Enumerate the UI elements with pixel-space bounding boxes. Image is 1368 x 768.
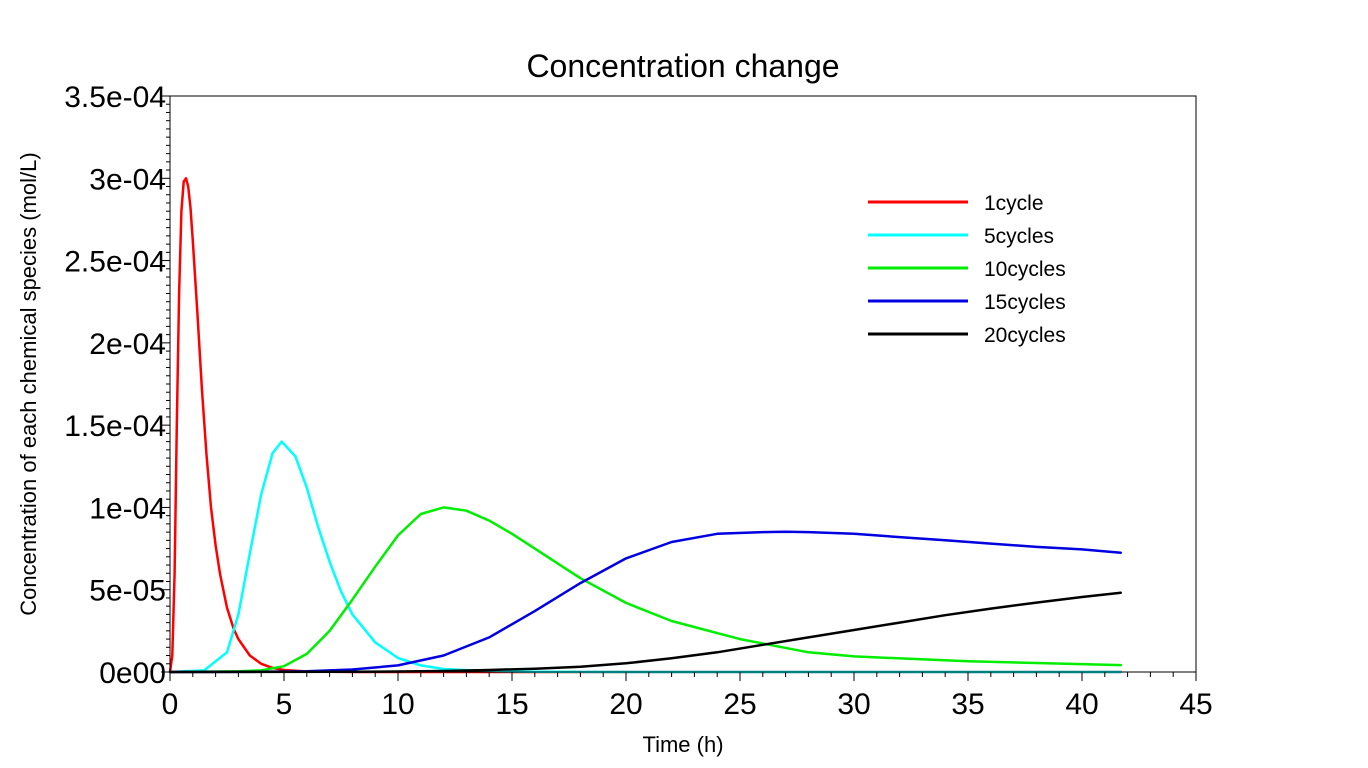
x-tick-label: 0 [162, 688, 179, 721]
series-line-1cycle [168, 177, 1123, 674]
series-line-5cycles [168, 440, 1123, 674]
x-tick-label: 5 [276, 688, 293, 721]
plot-area-frame [169, 95, 1197, 673]
legend-label-10cycles: 10cycles [984, 258, 1066, 281]
series-layer [168, 177, 1123, 674]
y-tick-label: 3.5e-04 [64, 81, 166, 114]
series-line-10cycles [168, 506, 1123, 674]
x-tick-label: 45 [1179, 688, 1212, 721]
legend: 1cycle 5cycles 10cycles 15cycles 20cycles [868, 192, 1066, 347]
chart-title: Concentration change [526, 48, 839, 84]
series-line-15cycles [168, 530, 1123, 674]
y-tick-label: 1.5e-04 [64, 410, 166, 443]
x-tick-label: 10 [381, 688, 414, 721]
y-tick-label: 1e-04 [89, 492, 166, 525]
y-tick-label: 2.5e-04 [64, 246, 166, 279]
y-tick-label: 5e-05 [89, 575, 166, 608]
x-tick-label: 30 [837, 688, 870, 721]
legend-label-5cycles: 5cycles [984, 225, 1054, 248]
y-axis-label: Concentration of each chemical species (… [16, 152, 41, 615]
y-tick-label: 2e-04 [89, 328, 166, 361]
x-tick-label: 40 [1065, 688, 1098, 721]
x-axis: 0 5 10 15 20 25 30 35 40 45 [162, 672, 1213, 721]
series-line-20cycles [168, 591, 1123, 674]
y-tick-label: 0e00 [99, 657, 166, 690]
x-tick-label: 35 [951, 688, 984, 721]
x-tick-label: 15 [495, 688, 528, 721]
y-tick-label: 3e-04 [89, 163, 166, 196]
y-axis: 0e00 5e-05 1e-04 1.5e-04 2e-04 2.5e-04 3e-04 3.… [64, 81, 170, 690]
legend-label-15cycles: 15cycles [984, 291, 1066, 314]
legend-label-1cycle: 1cycle [984, 192, 1044, 215]
x-axis-label: Time (h) [642, 732, 723, 757]
legend-label-20cycles: 20cycles [984, 324, 1066, 347]
x-tick-label: 20 [609, 688, 642, 721]
x-tick-label: 25 [723, 688, 756, 721]
